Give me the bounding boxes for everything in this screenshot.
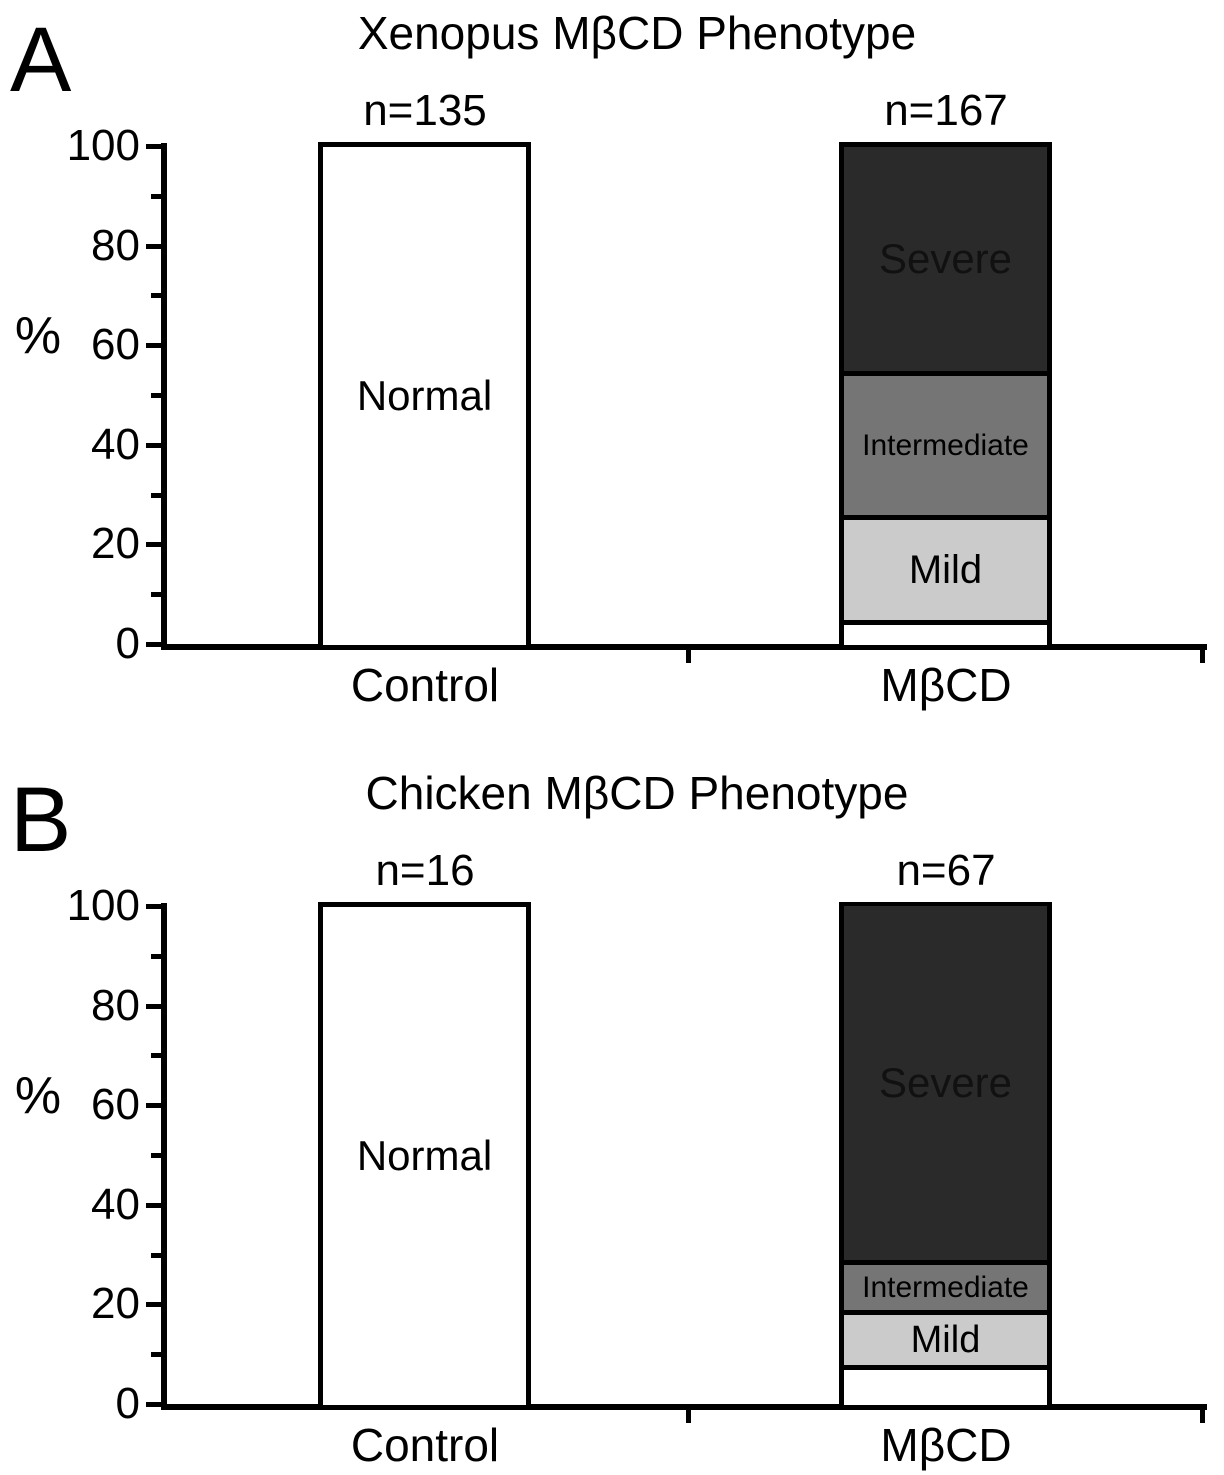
- y-tick-label: 60: [91, 320, 140, 370]
- y-major-tick: [146, 1302, 162, 1308]
- y-minor-tick: [151, 953, 162, 959]
- x-axis-end-tick: [1200, 1410, 1205, 1423]
- segment-normal: [844, 1370, 1047, 1405]
- segment-label-severe: Severe: [878, 1059, 1013, 1106]
- y-minor-tick: [151, 1053, 162, 1059]
- segment-normal: Normal: [323, 147, 526, 645]
- segment-mild: Mild: [844, 1315, 1047, 1370]
- segment-label-mild: Mild: [910, 1319, 981, 1361]
- y-axis-label: %: [14, 1067, 62, 1125]
- x-axis-line: [161, 644, 1207, 650]
- y-tick-label: 80: [91, 220, 140, 270]
- y-tick-label: 40: [91, 419, 140, 469]
- y-tick-label: 0: [115, 619, 140, 668]
- panel-a-letter: A: [10, 9, 72, 111]
- segment-severe: Severe: [844, 906, 1047, 1265]
- y-major-tick: [146, 642, 162, 647]
- y-minor-tick: [151, 1252, 162, 1258]
- y-minor-tick: [151, 393, 162, 398]
- y-major-tick: [146, 1103, 162, 1109]
- y-major-tick: [146, 1402, 162, 1407]
- y-major-tick: [146, 442, 162, 448]
- y-minor-tick: [151, 492, 162, 498]
- segment-label-intermediate: Intermediate: [862, 428, 1029, 462]
- category-label-mcd: MβCD: [880, 1419, 1012, 1471]
- segment-label-normal: Normal: [356, 1132, 493, 1179]
- segment-normal: Normal: [323, 907, 526, 1405]
- y-tick-label: 60: [91, 1080, 140, 1130]
- y-major-tick: [146, 542, 162, 548]
- segment-label-severe: Severe: [878, 235, 1013, 282]
- y-major-tick: [146, 1202, 162, 1208]
- x-axis-end-tick: [1200, 650, 1205, 663]
- y-axis-label: %: [14, 307, 62, 365]
- n-label-control: n=16: [375, 846, 475, 895]
- chart-b-title: Chicken MβCD Phenotype: [365, 767, 909, 819]
- segment-normal: [844, 625, 1047, 645]
- y-minor-tick: [151, 193, 162, 199]
- x-axis-mid-tick: [686, 650, 691, 663]
- panel-b-letter: B: [10, 769, 72, 871]
- n-label-mcd: n=67: [896, 846, 996, 895]
- y-tick-label: 100: [66, 881, 140, 930]
- segment-label-normal: Normal: [356, 372, 493, 419]
- n-label-control: n=135: [363, 86, 487, 135]
- segment-intermediate: Intermediate: [844, 1265, 1047, 1315]
- segment-label-mild: Mild: [908, 548, 983, 592]
- y-tick-label: 100: [66, 121, 140, 170]
- y-tick-label: 40: [91, 1179, 140, 1229]
- y-major-tick: [146, 343, 162, 349]
- bar-mcd: Mild Intermediate Severe: [839, 902, 1052, 1410]
- y-major-tick: [146, 1003, 162, 1009]
- category-label-control: Control: [350, 659, 500, 711]
- category-label-control: Control: [350, 1419, 500, 1471]
- y-tick-label: 20: [91, 519, 140, 569]
- chart-a-title: Xenopus MβCD Phenotype: [357, 7, 917, 59]
- y-tick-label: 0: [115, 1379, 140, 1428]
- y-major-tick: [146, 904, 162, 909]
- segment-intermediate: Intermediate: [844, 376, 1047, 520]
- y-axis-line: [161, 903, 167, 1410]
- y-tick-label: 80: [91, 980, 140, 1030]
- y-minor-tick: [151, 1352, 162, 1358]
- category-label-mcd: MβCD: [880, 659, 1012, 711]
- segment-label-intermediate: Intermediate: [862, 1270, 1029, 1304]
- bar-mcd: Mild Intermediate Severe: [839, 142, 1052, 650]
- bar-control: Normal: [318, 902, 531, 1410]
- y-major-tick: [146, 144, 162, 149]
- segment-mild: Mild: [844, 520, 1047, 625]
- x-axis-line: [161, 1404, 1207, 1410]
- y-minor-tick: [151, 592, 162, 598]
- panel-a: A Xenopus MβCD Phenotype % 0 20 40 60 80 100 …: [10, 7, 1207, 711]
- y-major-tick: [146, 243, 162, 249]
- bar-control: Normal: [318, 142, 531, 650]
- segment-severe: Severe: [844, 147, 1047, 376]
- panel-b: B Chicken MβCD Phenotype % 0 20 40 60 80 100 …: [0, 760, 1224, 1475]
- y-minor-tick: [151, 1153, 162, 1158]
- y-axis-line: [161, 143, 167, 650]
- x-axis-mid-tick: [686, 1410, 691, 1423]
- y-minor-tick: [151, 293, 162, 299]
- y-tick-label: 20: [91, 1279, 140, 1329]
- n-label-mcd: n=167: [884, 86, 1008, 135]
